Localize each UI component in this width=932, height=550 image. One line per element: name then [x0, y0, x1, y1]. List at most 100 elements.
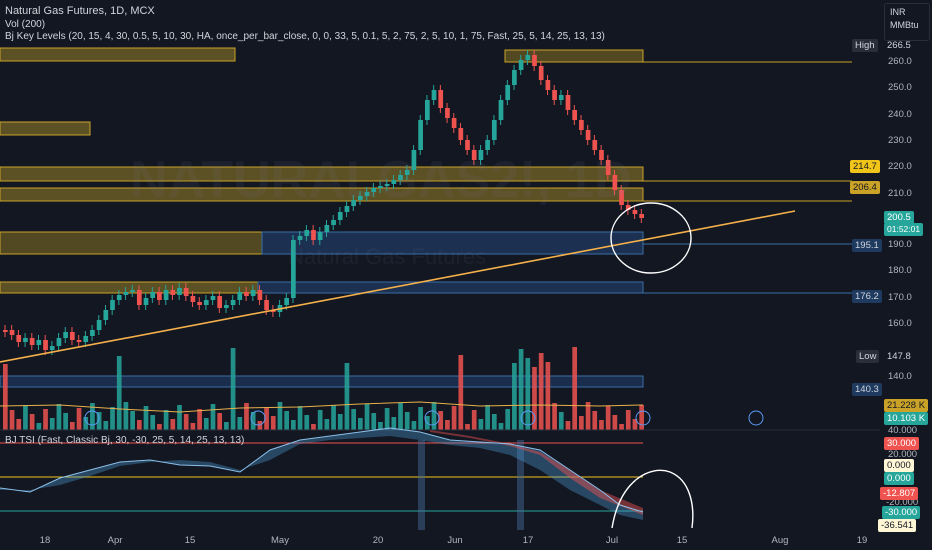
candle-body [270, 310, 276, 312]
candle-body [110, 300, 115, 310]
price-axis-label: 160.0 [888, 318, 912, 329]
volume-bar [130, 411, 135, 430]
candle-body [150, 292, 156, 298]
volume-bar [217, 413, 223, 430]
volume-bar [337, 414, 343, 430]
watermark-symbol: NATURALGAS2!, 1D [130, 151, 632, 209]
candle-body [36, 340, 42, 345]
candle-body [157, 292, 162, 300]
volume-bar [284, 411, 290, 430]
candle-body [244, 292, 249, 296]
price-axis-label: 220.0 [888, 161, 912, 172]
candle-body [572, 110, 578, 120]
candle-body [304, 230, 310, 236]
time-axis-label: Jul [605, 535, 619, 546]
candle-body [170, 290, 176, 295]
volume-bar [478, 419, 484, 430]
volume-bar [532, 367, 537, 430]
candle-body [518, 60, 524, 70]
volume-bar [136, 420, 142, 430]
candle-body [612, 175, 618, 190]
level-tag-206: 206.4 [850, 181, 880, 194]
price-axis-label: 260.0 [888, 56, 912, 67]
volume-bar [331, 405, 336, 430]
volume-event-icons[interactable] [84, 410, 764, 426]
candle-body [565, 95, 571, 110]
volume-bar [291, 420, 296, 430]
volume-tag-1: 21.228 K [884, 399, 929, 412]
symbol-title[interactable]: Natural Gas Futures, 1D, MCX [5, 5, 155, 17]
volume-bar [619, 424, 624, 430]
volume-bar [116, 356, 122, 430]
volume-bar [16, 419, 22, 430]
candle-body [136, 290, 142, 305]
candle-body [317, 232, 323, 240]
volume-bar [552, 403, 557, 430]
time-axis-label: 20 [372, 535, 384, 546]
volume-bar [230, 348, 236, 430]
low-value: 147.8 [887, 351, 911, 362]
candle-body [431, 90, 437, 100]
candle-body [558, 95, 564, 100]
candle-body [639, 214, 644, 218]
level-tag-140: 140.3 [852, 383, 882, 396]
candle-body [29, 338, 35, 345]
volume-bar [371, 413, 377, 430]
candle-body [83, 336, 89, 342]
time-axis-label: Jun [447, 535, 463, 546]
volume-bar [438, 411, 444, 430]
currency-unit-box[interactable]: INR MMBtu [884, 3, 930, 41]
volume-bar [317, 410, 323, 430]
volume-bar [565, 421, 571, 430]
tsi-axis-0b: 0.000 [884, 472, 914, 485]
volume-bar [384, 408, 390, 430]
candle-body [264, 300, 269, 310]
volume-bar [431, 402, 437, 430]
price-axis-label: 180.0 [888, 265, 912, 276]
zone-10 [0, 375, 644, 388]
zone-6 [0, 231, 263, 255]
candle-body [357, 196, 363, 200]
tsi-axis-40: 40.000 [888, 425, 918, 436]
unit-label: MMBtu [890, 20, 919, 30]
time-axis-label: 17 [522, 535, 534, 546]
candle-body [49, 346, 55, 350]
candle-body [257, 290, 263, 300]
volume-bar [451, 406, 457, 430]
trendline[interactable] [0, 210, 796, 363]
zone-5 [0, 187, 644, 202]
annotation-circle-price[interactable] [610, 202, 692, 274]
volume-bar [270, 416, 276, 430]
volume-bar [505, 409, 511, 430]
zone-4 [0, 166, 644, 182]
volume-bar [458, 355, 464, 430]
candle-body [9, 330, 15, 335]
countdown-tag: 01:52:01 [884, 223, 924, 236]
candle-body [599, 150, 604, 160]
candle-body [344, 206, 350, 212]
candle-body [123, 292, 129, 295]
time-axis-label: 15 [676, 535, 688, 546]
candle-body [217, 296, 223, 308]
tsi-axis-20: 20.000 [888, 449, 918, 460]
volume-bar [391, 417, 397, 430]
volume-bar [344, 363, 350, 430]
volume-bar [592, 411, 598, 430]
volume-bar [150, 415, 156, 430]
volume-bar [585, 402, 591, 430]
volume-bar [123, 402, 129, 430]
candle-body [224, 305, 229, 308]
volume-bar [445, 420, 450, 430]
candle-body [498, 100, 504, 120]
candle-body [619, 190, 624, 205]
key-levels-legend[interactable]: Bj Key Levels (20, 15, 4, 30, 0.5, 5, 10… [5, 31, 605, 42]
tsi-legend[interactable]: BJ TSI (Fast, Classic Bj, 30, -30, 25, 5… [5, 435, 245, 446]
vol-legend[interactable]: Vol (200) [5, 19, 46, 30]
volume-bar [36, 423, 42, 430]
volume-bar [545, 362, 551, 430]
candle-body [525, 55, 531, 60]
candle-body [378, 186, 383, 188]
volume-bar [237, 417, 243, 430]
candle-body [331, 220, 336, 225]
